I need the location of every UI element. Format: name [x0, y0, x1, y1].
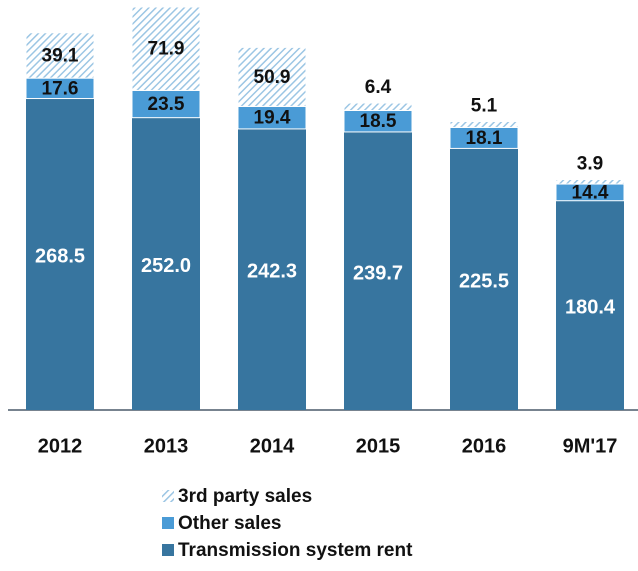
value-label: 17.6: [42, 78, 79, 99]
value-label: 242.3: [247, 261, 297, 283]
x-tick-label: 2013: [144, 435, 189, 457]
legend-swatch: [162, 490, 174, 502]
bar-segment: [25, 32, 95, 79]
value-label: 5.1: [471, 96, 498, 117]
bar-segment: [449, 121, 519, 128]
bar-segment: [556, 200, 624, 410]
x-tick-label: 2016: [462, 435, 507, 457]
x-tick-label: 2014: [250, 435, 295, 457]
bar-segment: [450, 148, 518, 411]
x-tick-label: 2015: [356, 435, 401, 457]
x-tick-label: 2012: [38, 435, 83, 457]
value-label: 39.1: [42, 45, 79, 66]
bar-segment: [238, 128, 306, 410]
legend-swatch: [162, 517, 174, 529]
bar-segment: [26, 98, 94, 410]
bar-segment: [237, 46, 307, 107]
value-label: 19.4: [254, 108, 291, 129]
value-label: 225.5: [459, 270, 509, 292]
bar-segment: [131, 6, 201, 91]
value-label: 71.9: [148, 39, 185, 60]
bar-segment: [344, 131, 412, 410]
value-label: 180.4: [565, 297, 616, 319]
legend-swatch: [162, 544, 174, 556]
value-label: 18.1: [466, 128, 503, 149]
value-label: 50.9: [254, 67, 291, 88]
value-label: 14.4: [572, 182, 609, 203]
value-label: 23.5: [148, 94, 185, 115]
bar-segment: [343, 102, 413, 111]
x-tick-label: 9M'17: [563, 435, 618, 457]
value-label: 239.7: [353, 262, 403, 284]
bar-segment: [555, 179, 625, 185]
legend-label: 3rd party sales: [178, 486, 312, 507]
value-label: 268.5: [35, 246, 85, 268]
value-label: 18.5: [360, 111, 397, 132]
legend-label: Transmission system rent: [178, 540, 413, 561]
value-label: 252.0: [141, 255, 191, 277]
value-label: 3.9: [577, 154, 603, 175]
value-label: 6.4: [365, 77, 392, 98]
legend-label: Other sales: [178, 513, 282, 534]
bar-segment: [132, 117, 200, 411]
